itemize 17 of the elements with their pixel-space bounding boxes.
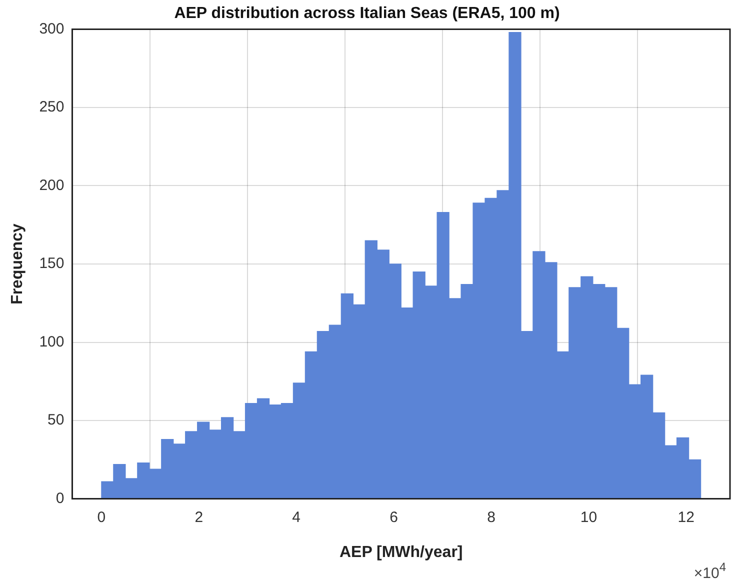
y-tick-label: 50 xyxy=(48,412,64,429)
y-tick-label: 250 xyxy=(39,98,64,116)
y-tick-label: 200 xyxy=(39,176,64,194)
y-tick-label: 0 xyxy=(56,490,64,507)
x-tick-label: 8 xyxy=(487,508,496,526)
chart-title: AEP distribution across Italian Seas (ERA5, 100 m) xyxy=(174,5,560,22)
x-tick-label: 6 xyxy=(390,508,398,526)
x-tick-label: 0 xyxy=(97,508,106,526)
x-tick-label: 4 xyxy=(292,508,301,526)
x-tick-label: 10 xyxy=(580,508,598,526)
y-axis-title: Frequency xyxy=(9,223,26,304)
y-tick-label: 300 xyxy=(39,20,64,38)
x-axis-title: AEP [MWh/year] xyxy=(339,544,463,561)
y-tick-label: 150 xyxy=(39,255,64,272)
x-tick-label: 12 xyxy=(678,508,694,526)
y-tick-label: 100 xyxy=(39,333,64,350)
x-tick-label: 2 xyxy=(194,508,204,526)
